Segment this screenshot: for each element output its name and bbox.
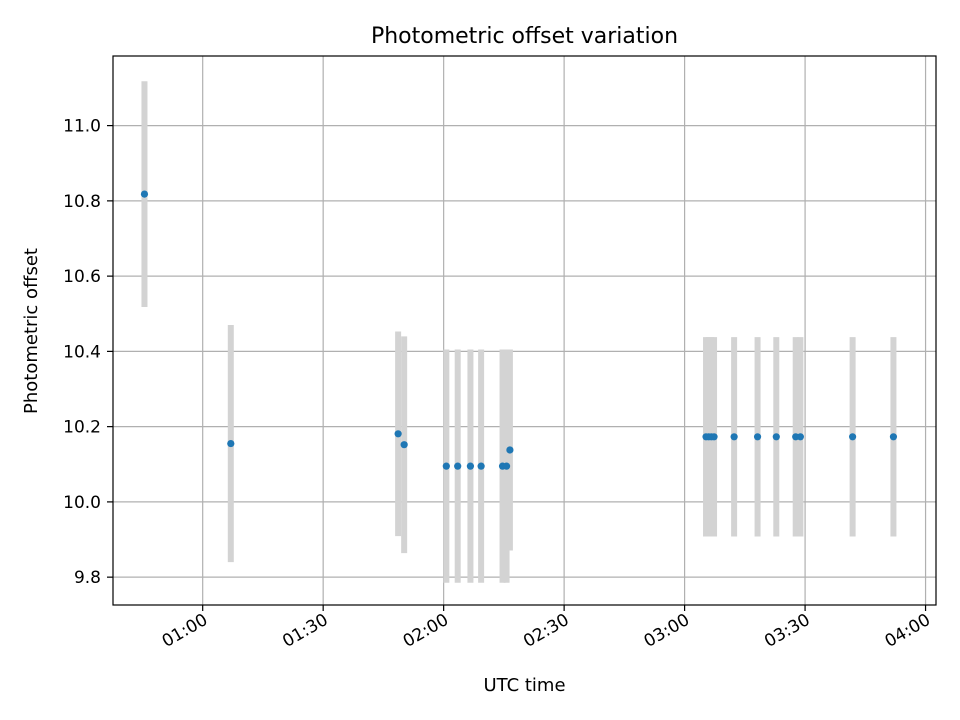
data-point (710, 433, 718, 441)
y-tick-label: 9.8 (74, 568, 101, 588)
data-point (753, 433, 762, 441)
data-point (849, 433, 857, 441)
data-point (140, 190, 149, 198)
data-point (454, 462, 462, 470)
data-point (796, 433, 804, 441)
y-tick-label: 10.8 (63, 192, 101, 212)
y-tick-label: 10.6 (63, 267, 101, 287)
data-point (502, 462, 511, 470)
data-point (400, 441, 408, 449)
x-axis-label: UTC time (483, 675, 565, 696)
data-point (442, 462, 450, 470)
y-tick-label: 11.0 (63, 117, 101, 137)
y-tick-label: 10.2 (63, 418, 101, 438)
data-points (140, 190, 898, 470)
axes-frame (112, 55, 937, 606)
data-point (227, 439, 235, 448)
data-point (889, 433, 898, 441)
data-point (394, 430, 402, 438)
data-point (466, 462, 475, 470)
y-axis-label: Photometric offset (21, 248, 42, 414)
chart-title: Photometric offset variation (371, 24, 678, 49)
y-tick-label: 10.0 (63, 493, 101, 513)
data-point (730, 433, 738, 441)
data-point (506, 446, 514, 454)
data-point (477, 462, 485, 470)
y-tick-label: 10.4 (63, 342, 101, 362)
data-point (772, 433, 780, 441)
